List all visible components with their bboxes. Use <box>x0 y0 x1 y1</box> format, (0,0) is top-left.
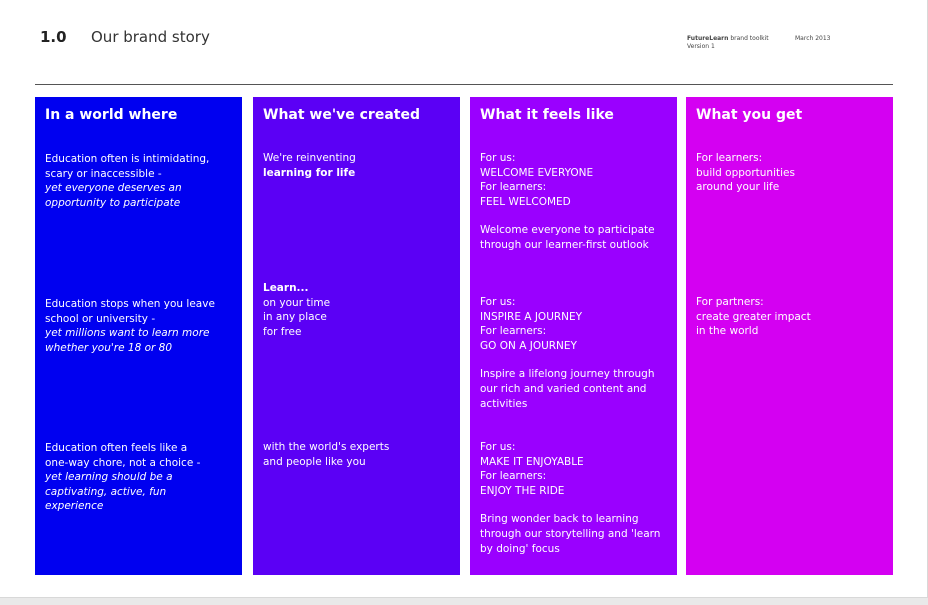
text-line: For learners: <box>696 152 763 164</box>
text-line: Education often feels like a <box>45 442 188 454</box>
column-heading: What it feels like <box>480 107 614 123</box>
text-line: Bring wonder back to learning <box>480 513 639 526</box>
italic-line: yet everyone deserves an <box>45 182 182 195</box>
text-line: create greater impact <box>696 310 811 323</box>
column-block: Education stops when you leave school or… <box>45 297 234 355</box>
text-line: For partners: <box>696 296 764 308</box>
text-line: For learners: <box>480 470 547 483</box>
text-line: our rich and varied content and <box>480 382 647 395</box>
column-block: For us: MAKE IT ENJOYABLE For learners: … <box>480 440 669 556</box>
toolkit-brand: FutureLearn <box>687 35 729 42</box>
column-heading: In a world where <box>45 107 178 123</box>
italic-line: yet learning should be a <box>45 471 173 484</box>
column-block: For us: WELCOME EVERYONE For learners: F… <box>480 151 669 253</box>
italic-line: opportunity to participate <box>45 196 181 209</box>
text-line: in the world <box>696 325 759 338</box>
text-line: around your life <box>696 181 780 194</box>
text-line: Inspire a lifelong journey through <box>480 368 655 381</box>
column-in-a-world-where: In a world where Education often is inti… <box>35 97 242 575</box>
text-line: FEEL WELCOMED <box>480 195 571 208</box>
text-line: with the world's experts <box>263 441 390 453</box>
text-line: school or university - <box>45 312 156 325</box>
text-line: and people like you <box>263 455 366 468</box>
text-line: WELCOME EVERYONE <box>480 166 594 179</box>
column-block: We're reinventing learning for life <box>263 151 452 180</box>
text-line: through our storytelling and 'learn <box>480 527 661 540</box>
italic-line: experience <box>45 500 104 513</box>
column-block: For learners: build opportunities around… <box>696 151 885 195</box>
column-block: For partners: create greater impact in t… <box>696 295 885 339</box>
toolkit-version: Version 1 <box>687 43 715 50</box>
spacer <box>480 353 669 367</box>
column-what-it-feels-like: What it feels like For us: WELCOME EVERY… <box>470 97 677 575</box>
text-line: scary or inaccessible - <box>45 167 162 180</box>
column-block: Education often feels like a one-way cho… <box>45 441 234 514</box>
text-line: activities <box>480 397 528 410</box>
text-line: For learners: <box>480 325 547 338</box>
text-line: one-way chore, not a choice - <box>45 456 201 469</box>
column-what-you-get: What you get For learners: build opportu… <box>686 97 893 575</box>
column-block: For us: INSPIRE A JOURNEY For learners: … <box>480 295 669 411</box>
text-line: MAKE IT ENJOYABLE <box>480 455 584 468</box>
document-date: March 2013 <box>795 35 831 42</box>
text-line: Welcome everyone to participate <box>480 224 655 237</box>
text-line: in any place <box>263 311 327 324</box>
column-heading: What you get <box>696 107 803 123</box>
header-divider <box>35 84 893 85</box>
text-line: For us: <box>480 152 516 164</box>
column-block: Learn... on your time in any place for f… <box>263 281 452 339</box>
column-heading: What we've created <box>263 107 420 123</box>
text-line: Education stops when you leave <box>45 298 215 310</box>
text-line: build opportunities <box>696 166 795 179</box>
section-title: Our brand story <box>91 28 210 46</box>
toolkit-label: brand toolkit <box>728 35 769 42</box>
column-block: Education often is intimidating, scary o… <box>45 152 234 210</box>
italic-line: captivating, active, fun <box>45 485 167 498</box>
section-number: 1.0 <box>40 28 67 46</box>
text-line: through our learner-first outlook <box>480 238 649 251</box>
spacer <box>480 209 669 223</box>
column-block: with the world's experts and people like… <box>263 440 452 469</box>
text-line: For us: <box>480 296 516 308</box>
text-line: We're reinventing <box>263 152 356 164</box>
text-line: on your time <box>263 296 331 309</box>
text-line: ENJOY THE RIDE <box>480 484 565 497</box>
text-line: INSPIRE A JOURNEY <box>480 310 583 323</box>
text-line: GO ON A JOURNEY <box>480 339 577 352</box>
italic-line: yet millions want to learn more <box>45 327 210 340</box>
text-line: by doing' focus <box>480 542 560 555</box>
bold-line: learning for life <box>263 166 356 179</box>
text-line: For learners: <box>480 181 547 194</box>
text-line: For us: <box>480 441 516 453</box>
bold-line: Learn... <box>263 282 309 294</box>
text-line: Education often is intimidating, <box>45 153 210 165</box>
text-line: for free <box>263 325 302 338</box>
column-what-weve-created: What we've created We're reinventing lea… <box>253 97 460 575</box>
toolkit-info: FutureLearn brand toolkit Version 1 <box>687 35 769 51</box>
italic-line: whether you're 18 or 80 <box>45 341 173 354</box>
spacer <box>480 498 669 512</box>
